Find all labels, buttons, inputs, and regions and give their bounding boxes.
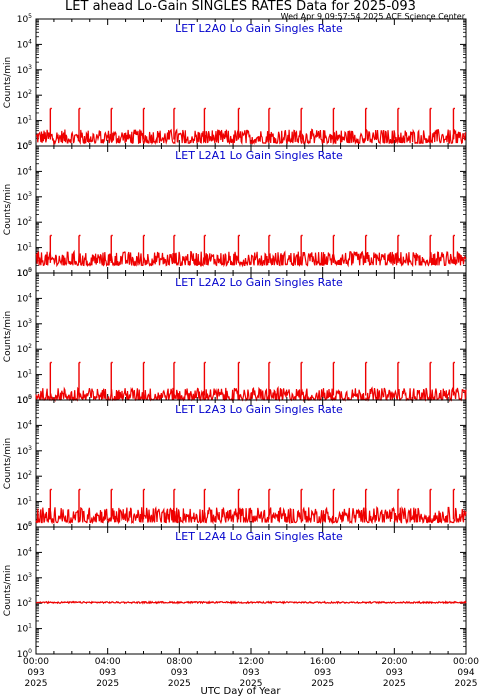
x-axis-title: UTC Day of Year — [200, 686, 281, 697]
panel-frame — [35, 272, 467, 401]
y-tick-label: 102 — [17, 343, 32, 355]
y-tick-label: 102 — [17, 89, 32, 101]
y-tick-label: 104 — [17, 292, 32, 304]
y-axis-label: Counts/min — [3, 184, 13, 235]
panel-title: LET L2A2 Lo Gain Singles Rate — [175, 276, 343, 289]
y-tick-label: 104 — [17, 165, 32, 177]
y-tick-label: 101 — [17, 369, 32, 381]
y-tick-label: 103 — [17, 191, 32, 203]
x-tick-label: 093 — [314, 668, 331, 678]
x-tick-label: 2025 — [240, 679, 263, 689]
x-tick-label: 2025 — [25, 679, 48, 689]
y-tick-label: 101 — [17, 496, 32, 508]
series-line — [35, 128, 467, 146]
x-tick-label: 2025 — [383, 679, 406, 689]
y-axis-label: Counts/min — [3, 565, 13, 616]
panel-frame — [35, 526, 467, 655]
y-tick-label: 105 — [17, 13, 32, 25]
x-tick-label: 094 — [457, 668, 474, 678]
y-tick-label: 102 — [17, 216, 32, 228]
y-tick-label: 105 — [17, 140, 32, 152]
y-tick-label: 103 — [17, 318, 32, 330]
x-tick-label: 093 — [171, 668, 188, 678]
panel-frame — [35, 18, 467, 147]
timestamp: Wed Apr 9 09:57:54 2025 ACE Science Cent… — [280, 12, 465, 21]
x-tick-label: 2025 — [455, 679, 478, 689]
panel-title: LET L2A0 Lo Gain Singles Rate — [175, 22, 343, 35]
y-axis-label: Counts/min — [3, 57, 13, 108]
y-tick-label: 102 — [17, 597, 32, 609]
y-tick-label: 103 — [17, 445, 32, 457]
y-tick-label: 102 — [17, 470, 32, 482]
x-tick-label: 04:00 — [95, 657, 121, 667]
y-tick-label: 101 — [17, 623, 32, 635]
x-tick-label: 2025 — [168, 679, 191, 689]
x-tick-label: 2025 — [311, 679, 334, 689]
x-tick-label: 00:00 — [453, 657, 479, 667]
y-tick-label: 105 — [17, 394, 32, 406]
y-tick-label: 104 — [17, 546, 32, 558]
x-tick-label: 12:00 — [238, 657, 264, 667]
y-tick-label: 104 — [17, 38, 32, 50]
panel-title: LET L2A4 Lo Gain Singles Rate — [175, 530, 343, 543]
y-tick-label: 104 — [17, 419, 32, 431]
panel-title: LET L2A1 Lo Gain Singles Rate — [175, 149, 343, 162]
y-tick-label: 101 — [17, 242, 32, 254]
x-tick-label: 093 — [27, 668, 44, 678]
y-tick-label: 105 — [17, 267, 32, 279]
x-tick-label: 2025 — [96, 679, 119, 689]
y-tick-label: 105 — [17, 521, 32, 533]
y-tick-label: 103 — [17, 572, 32, 584]
series-line — [35, 249, 467, 268]
x-tick-label: 00:00 — [23, 657, 49, 667]
x-tick-label: 093 — [386, 668, 403, 678]
y-axis-label: Counts/min — [3, 311, 13, 362]
series-line — [35, 505, 467, 525]
x-tick-label: 093 — [242, 668, 259, 678]
x-tick-label: 08:00 — [166, 657, 192, 667]
y-tick-label: 103 — [17, 64, 32, 76]
y-axis-label: Counts/min — [3, 438, 13, 489]
x-tick-label: 20:00 — [381, 657, 407, 667]
x-tick-label: 16:00 — [310, 657, 336, 667]
series-line — [35, 600, 467, 605]
x-tick-label: 093 — [99, 668, 116, 678]
y-tick-label: 101 — [17, 115, 32, 127]
panel-title: LET L2A3 Lo Gain Singles Rate — [175, 403, 343, 416]
chart-title: LET ahead Lo-Gain SINGLES RATES Data for… — [65, 0, 416, 14]
series-line — [35, 385, 467, 403]
